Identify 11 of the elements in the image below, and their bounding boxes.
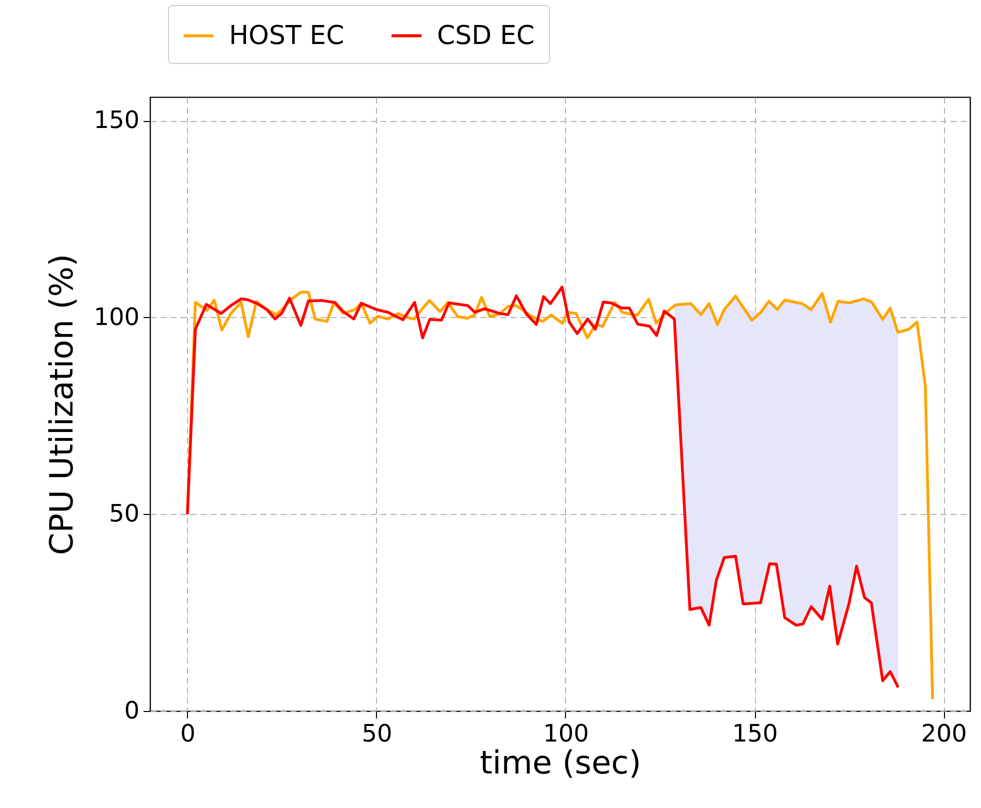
y-tick-label: 50 xyxy=(108,500,140,528)
legend-label: HOST EC xyxy=(229,20,344,51)
x-tick-label: 200 xyxy=(921,720,967,748)
x-tick-label: 150 xyxy=(732,720,778,748)
y-tick-label: 100 xyxy=(94,302,140,331)
y-axis-title: CPU Utilization (%) xyxy=(42,254,81,556)
x-tick-label: 0 xyxy=(180,720,196,748)
legend-label: CSD EC xyxy=(437,20,535,51)
x-tick-label: 50 xyxy=(362,720,392,748)
y-tick-label: 150 xyxy=(94,106,140,134)
y-tick-label: 0 xyxy=(124,696,140,724)
